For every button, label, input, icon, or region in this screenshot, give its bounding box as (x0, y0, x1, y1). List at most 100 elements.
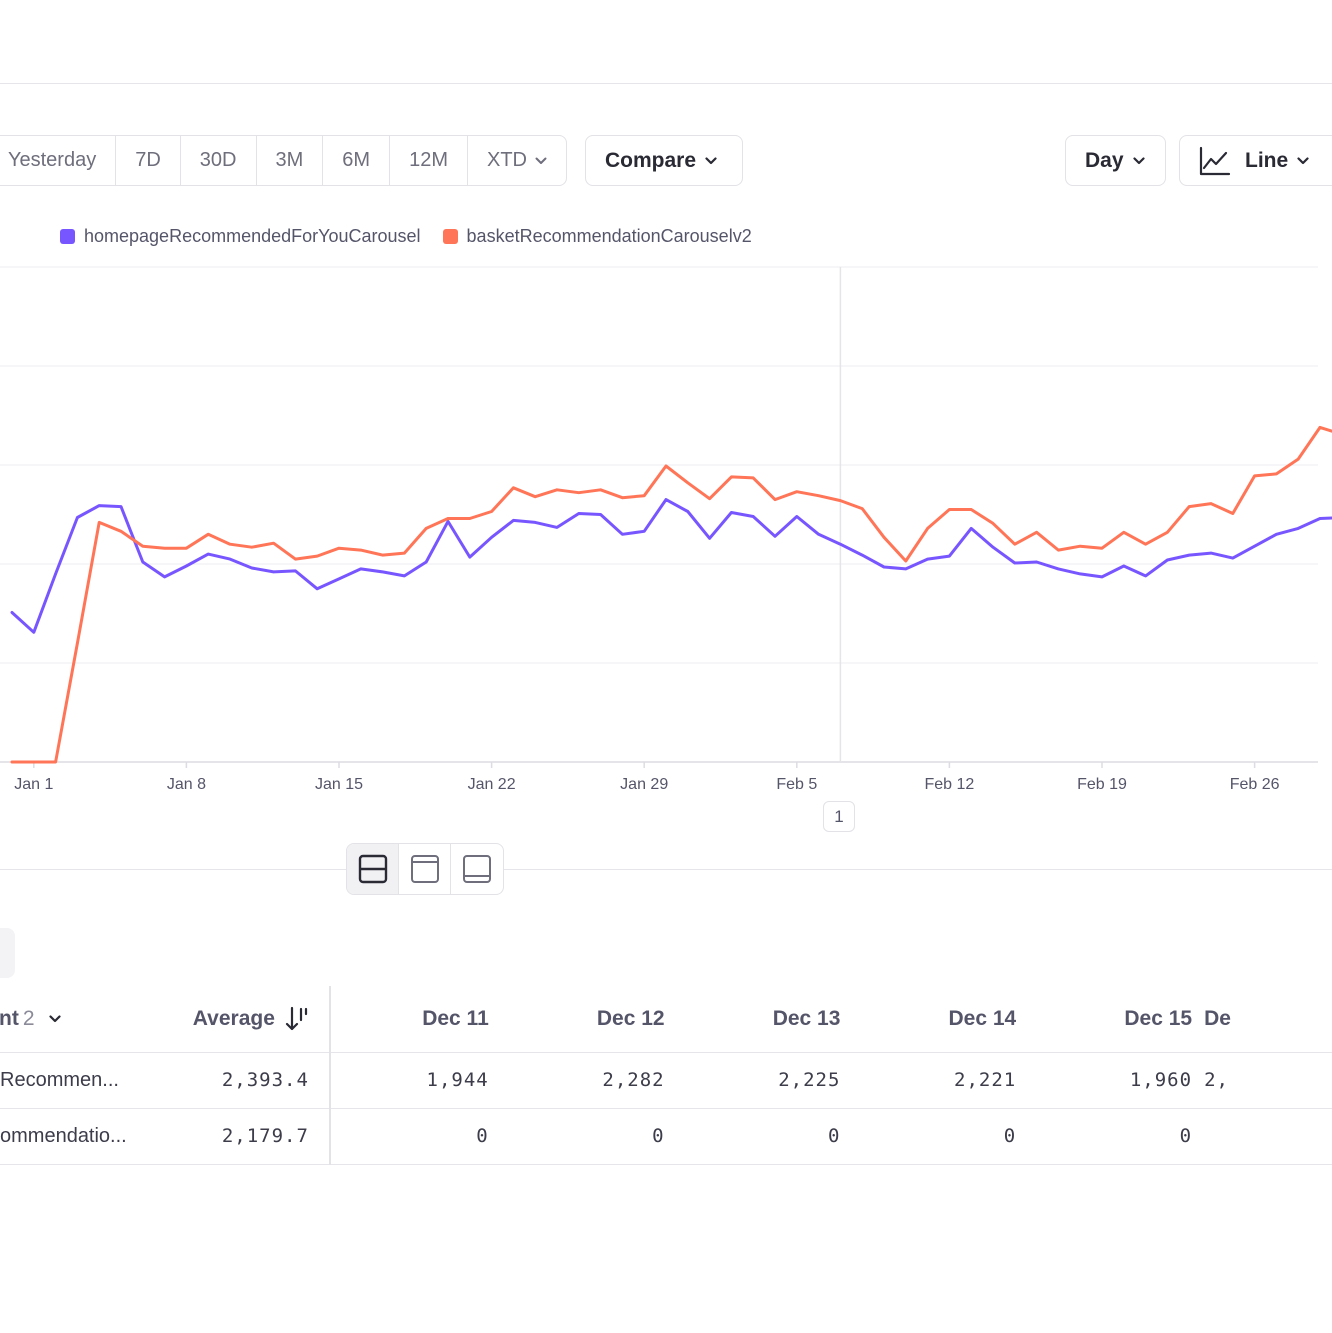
data-point[interactable] (403, 574, 406, 578)
data-point[interactable] (1079, 545, 1082, 548)
data-point[interactable] (752, 476, 755, 480)
data-point[interactable] (1013, 561, 1016, 565)
data-point[interactable] (1253, 545, 1256, 548)
data-point[interactable] (882, 565, 886, 569)
data-point[interactable] (730, 511, 733, 514)
data-point[interactable] (817, 533, 820, 536)
data-point[interactable] (98, 504, 101, 507)
data-point[interactable] (1166, 531, 1169, 534)
data-point[interactable] (10, 611, 14, 614)
data-point[interactable] (621, 533, 624, 536)
data-point[interactable] (294, 569, 297, 573)
data-point[interactable] (1057, 548, 1060, 552)
data-point[interactable] (337, 577, 341, 581)
data-point[interactable] (76, 642, 79, 645)
data-point[interactable] (54, 760, 57, 764)
data-point[interactable] (512, 519, 515, 522)
data-point[interactable] (555, 526, 559, 529)
data-point[interactable] (207, 533, 210, 536)
data-point[interactable] (403, 551, 406, 555)
legend-item-homepage[interactable]: homepageRecommendedForYouCarousel (60, 226, 421, 247)
data-point[interactable] (272, 542, 275, 545)
data-point[interactable] (163, 575, 166, 579)
table-row[interactable]: ommendatio... 2,179.7 0 0 0 0 0 (0, 1108, 1332, 1165)
range-12m[interactable]: 12M (390, 136, 468, 185)
data-point[interactable] (1188, 553, 1191, 557)
layout-split-button[interactable] (347, 844, 399, 894)
data-point[interactable] (228, 557, 232, 561)
data-point[interactable] (381, 553, 384, 557)
data-point[interactable] (664, 464, 668, 468)
data-point[interactable] (316, 587, 319, 590)
data-point[interactable] (1231, 512, 1235, 515)
layout-chart-only-button[interactable] (399, 844, 451, 894)
data-point[interactable] (621, 496, 624, 499)
data-point[interactable] (1144, 543, 1147, 546)
table-row[interactable]: Recommen... 2,393.4 1,944 2,282 2,225 2,… (0, 1052, 1332, 1109)
data-point[interactable] (861, 507, 864, 510)
data-point[interactable] (708, 497, 711, 500)
data-point[interactable] (861, 553, 864, 557)
data-point[interactable] (185, 547, 188, 550)
data-point[interactable] (904, 559, 907, 563)
date-column-header[interactable]: Dec 15 (1016, 986, 1193, 1053)
data-point[interactable] (1275, 533, 1278, 536)
data-point[interactable] (599, 488, 602, 491)
data-point[interactable] (773, 535, 777, 538)
data-point[interactable] (708, 537, 711, 540)
data-point[interactable] (446, 520, 450, 523)
data-point[interactable] (686, 481, 689, 484)
data-point[interactable] (970, 508, 973, 511)
data-point[interactable] (119, 505, 123, 508)
data-point[interactable] (1144, 574, 1147, 578)
data-point[interactable] (1188, 505, 1191, 508)
range-7d[interactable]: 7D (116, 136, 181, 185)
data-point[interactable] (599, 513, 602, 516)
data-point[interactable] (425, 527, 428, 530)
data-point[interactable] (882, 536, 886, 539)
data-point[interactable] (272, 570, 275, 574)
data-point[interactable] (534, 495, 537, 498)
data-point[interactable] (664, 498, 668, 501)
data-point[interactable] (316, 554, 319, 558)
data-point[interactable] (141, 560, 144, 564)
date-column-header[interactable]: Dec 14 (840, 986, 1017, 1053)
data-point[interactable] (446, 517, 450, 520)
data-point[interactable] (1100, 575, 1104, 579)
data-point[interactable] (1318, 517, 1322, 520)
data-point[interactable] (948, 508, 951, 511)
average-column-header[interactable]: Average (149, 986, 331, 1053)
date-column-header[interactable]: De (1192, 986, 1332, 1053)
interval-dropdown[interactable]: Day (1065, 135, 1166, 186)
data-point[interactable] (1035, 531, 1038, 534)
data-point[interactable] (32, 760, 35, 764)
data-point[interactable] (294, 557, 297, 561)
data-point[interactable] (250, 546, 253, 549)
data-point[interactable] (577, 512, 580, 515)
data-point[interactable] (54, 572, 57, 576)
data-point[interactable] (1318, 426, 1322, 429)
data-point[interactable] (337, 547, 341, 550)
data-point[interactable] (425, 560, 428, 564)
data-point[interactable] (1231, 556, 1235, 560)
range-3m[interactable]: 3M (257, 136, 324, 185)
data-point[interactable] (490, 510, 493, 513)
data-point[interactable] (32, 631, 35, 634)
data-point[interactable] (970, 527, 973, 530)
data-point[interactable] (1100, 547, 1104, 550)
series-line-basket[interactable] (10, 425, 1332, 764)
data-point[interactable] (643, 494, 646, 497)
data-point[interactable] (468, 517, 471, 520)
data-point[interactable] (555, 488, 559, 491)
data-point[interactable] (1253, 474, 1256, 478)
data-point[interactable] (752, 515, 755, 518)
data-point[interactable] (119, 530, 123, 533)
data-point[interactable] (795, 515, 798, 518)
table-search-stub[interactable] (0, 928, 15, 978)
data-point[interactable] (926, 527, 929, 530)
data-point[interactable] (1209, 502, 1213, 505)
data-point[interactable] (1013, 543, 1016, 546)
data-point[interactable] (577, 491, 580, 494)
data-point[interactable] (839, 543, 842, 546)
data-point[interactable] (1079, 572, 1082, 576)
